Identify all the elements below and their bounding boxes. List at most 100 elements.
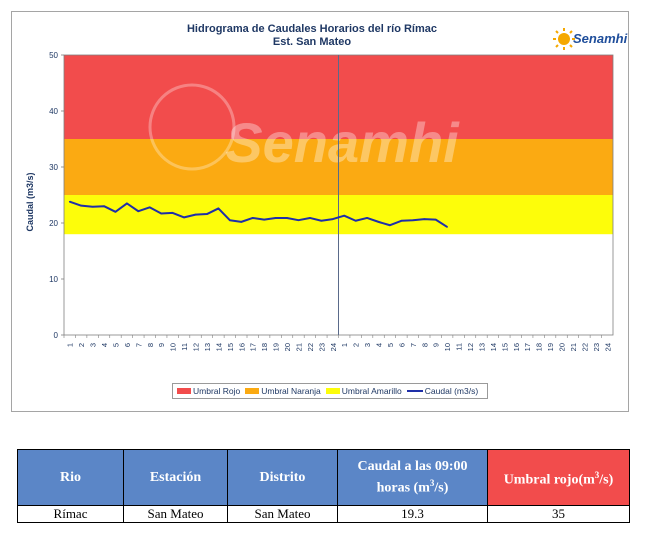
data-point <box>446 226 448 228</box>
x-tick-label: 7 <box>134 343 143 347</box>
data-point <box>251 217 254 219</box>
data-point <box>434 218 437 221</box>
y-tick-label: 20 <box>49 219 58 228</box>
x-tick-label: 10 <box>443 343 452 351</box>
x-tick-label: 13 <box>477 343 486 351</box>
cell-umbral-rojo: 35 <box>487 505 630 523</box>
legend-label: Umbral Rojo <box>193 386 241 396</box>
x-tick-label: 23 <box>592 343 601 351</box>
data-point <box>229 219 231 221</box>
x-tick-label: 1 <box>340 343 349 347</box>
legend-swatch <box>325 388 340 394</box>
x-tick-label: 16 <box>512 343 521 351</box>
x-tick-label: 8 <box>146 343 155 347</box>
legend-label: Umbral Naranja <box>261 386 321 396</box>
data-point <box>263 218 265 221</box>
watermark-text: Senamhi <box>225 111 460 174</box>
series-line-caudal <box>69 200 448 228</box>
x-tick-label: 21 <box>294 343 303 351</box>
data-point <box>91 205 94 208</box>
legend-label: Umbral Amarillo <box>341 386 402 396</box>
header-estacion: Estación <box>123 449 228 506</box>
chart-panel: Senamhi 0 10 20 30 40 50 1 2 3 4 5 6 7 8 9 10 11 12 13 14 15 1… <box>11 11 629 412</box>
legend: Umbral Rojo Umbral Naranja Umbral Amarillo… <box>172 383 489 399</box>
data-point <box>297 219 300 221</box>
legend-swatch <box>245 388 260 394</box>
data-point <box>148 206 151 209</box>
x-tick-label: 4 <box>375 343 384 347</box>
senamhi-logo: Senamhi <box>549 21 627 61</box>
header-rio: Rio <box>17 449 124 506</box>
x-tick-label: 2 <box>352 343 361 347</box>
header-caudal: Caudal a las 09:00 horas (m3/s) <box>337 449 488 506</box>
x-tick-label: 9 <box>157 343 166 347</box>
data-point <box>286 217 288 219</box>
chart-title: Hidrograma de Caudales Horarios del río … <box>186 23 438 35</box>
data-point <box>103 205 105 207</box>
x-tick-label: 6 <box>123 343 132 347</box>
data-point <box>412 219 414 221</box>
brand-name: Senamhi <box>573 31 628 46</box>
x-tick-label: 8 <box>420 343 429 347</box>
x-tick-label: 14 <box>489 343 498 351</box>
legend-item: Caudal (m3/s) <box>406 386 478 396</box>
data-point <box>80 204 82 207</box>
legend-swatch <box>406 390 423 392</box>
y-tick-label: 10 <box>49 275 58 284</box>
x-tick-label: 1 <box>66 343 75 347</box>
x-tick-label: 24 <box>603 343 612 351</box>
x-tick-label: 6 <box>397 343 406 347</box>
x-tick-label: 11 <box>455 343 464 351</box>
x-tick-label: 16 <box>237 343 246 351</box>
data-point <box>309 217 311 219</box>
sun-icon <box>553 28 575 50</box>
header-distrito: Distrito <box>227 449 338 506</box>
watermark-sun-icon <box>148 83 236 171</box>
data-point <box>423 218 426 220</box>
data-point <box>366 217 368 219</box>
data-point <box>171 212 174 214</box>
legend-item: Umbral Amarillo <box>325 386 402 396</box>
data-point <box>400 219 403 222</box>
data-point <box>320 219 323 222</box>
data-point <box>137 210 140 213</box>
x-tick-label: 18 <box>535 343 544 351</box>
summary-table: Rio Estación Distrito Caudal a las 09:00… <box>17 449 630 523</box>
y-axis-label: Caudal (m3/s) <box>25 172 35 232</box>
x-tick-label: 3 <box>89 343 98 347</box>
x-tick-label: 17 <box>249 343 258 351</box>
x-tick-label: 24 <box>329 343 338 351</box>
x-tick-label: 12 <box>192 343 201 351</box>
x-tick-label: 15 <box>226 343 235 351</box>
data-point <box>217 207 220 210</box>
y-tick-label: 0 <box>54 331 59 340</box>
x-tick-label: 5 <box>111 343 120 347</box>
legend-item: Umbral Naranja <box>245 386 321 396</box>
data-point <box>274 217 277 219</box>
table-header-row: Rio Estación Distrito Caudal a las 09:00… <box>17 449 630 506</box>
cell-caudal: 19.3 <box>337 505 488 523</box>
data-point <box>194 213 197 216</box>
data-point <box>114 211 117 213</box>
x-tick-label: 10 <box>169 343 178 351</box>
x-tick-label: 22 <box>306 343 315 351</box>
y-tick-label: 30 <box>49 163 58 172</box>
y-tick-label: 40 <box>49 107 58 116</box>
data-point <box>377 221 380 223</box>
x-tick-label: 7 <box>409 343 418 347</box>
data-point <box>68 200 71 203</box>
x-tick-label: 21 <box>569 343 578 351</box>
x-tick-label: 22 <box>580 343 589 351</box>
x-tick-label: 14 <box>214 343 223 351</box>
x-tick-label: 20 <box>283 343 292 351</box>
x-tick-label: 11 <box>180 343 189 351</box>
cell-distrito: San Mateo <box>227 505 338 523</box>
x-tick-label: 2 <box>77 343 86 347</box>
data-point <box>206 213 208 215</box>
x-tick-label: 13 <box>203 343 212 351</box>
legend-swatch <box>177 388 191 394</box>
header-umbral-rojo: Umbral rojo(m3/s) <box>487 449 630 506</box>
x-tick-label: 20 <box>558 343 567 351</box>
data-point <box>183 216 185 219</box>
